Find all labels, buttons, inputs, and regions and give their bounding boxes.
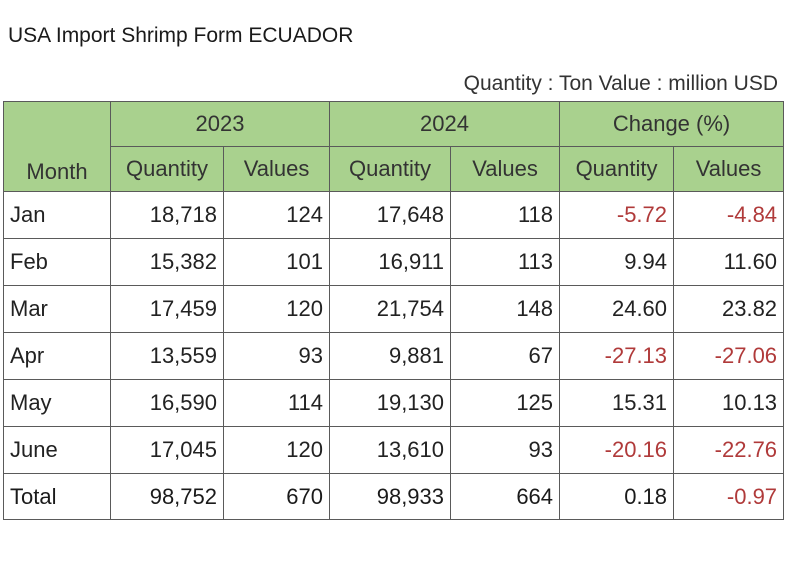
- cell-2023-quantity: 13,559: [110, 332, 224, 380]
- cell-2023-quantity: 18,718: [110, 191, 224, 239]
- sub-header-values: Values: [450, 146, 561, 192]
- total-2023-values: 670: [222, 473, 331, 520]
- total-label: Total: [3, 473, 111, 520]
- month-cell: Apr: [3, 332, 111, 380]
- cell-2023-values: 120: [222, 426, 331, 474]
- cell-2024-values: 118: [450, 191, 561, 239]
- sub-header-values: Values: [673, 146, 785, 192]
- sub-header-quantity: Quantity: [110, 146, 224, 192]
- cell-change-values: -4.84: [673, 191, 785, 239]
- cell-change-values: -22.76: [673, 426, 785, 474]
- year-header-2024: 2024: [329, 101, 561, 147]
- cell-2023-values: 101: [222, 238, 331, 286]
- cell-2023-values: 114: [222, 379, 331, 427]
- sub-header-values: Values: [222, 146, 331, 192]
- cell-2023-quantity: 17,045: [110, 426, 224, 474]
- cell-change-quantity: -27.13: [559, 332, 675, 380]
- cell-2024-quantity: 16,911: [329, 238, 452, 286]
- unit-note: Quantity : Ton Value : million USD: [463, 72, 778, 95]
- cell-2023-values: 93: [222, 332, 331, 380]
- table-row: Feb 15,382 101 16,911 113 9.94 11.60: [3, 238, 785, 286]
- cell-2024-values: 113: [450, 238, 561, 286]
- sub-header-quantity: Quantity: [559, 146, 675, 192]
- cell-2023-quantity: 15,382: [110, 238, 224, 286]
- cell-2024-quantity: 19,130: [329, 379, 452, 427]
- total-2024-quantity: 98,933: [329, 473, 452, 520]
- cell-change-values: 10.13: [673, 379, 785, 427]
- month-cell: Feb: [3, 238, 111, 286]
- total-row: Total 98,752 670 98,933 664 0.18 -0.97: [3, 473, 785, 520]
- total-change-values: -0.97: [673, 473, 785, 520]
- cell-change-quantity: 15.31: [559, 379, 675, 427]
- cell-change-quantity: -5.72: [559, 191, 675, 239]
- cell-2024-quantity: 21,754: [329, 285, 452, 333]
- month-cell: Jan: [3, 191, 111, 239]
- cell-2024-quantity: 9,881: [329, 332, 452, 380]
- cell-2024-values: 93: [450, 426, 561, 474]
- table-row: May 16,590 114 19,130 125 15.31 10.13: [3, 379, 785, 427]
- cell-change-quantity: 24.60: [559, 285, 675, 333]
- cell-2024-values: 125: [450, 379, 561, 427]
- cell-2023-quantity: 16,590: [110, 379, 224, 427]
- cell-change-values: -27.06: [673, 332, 785, 380]
- change-header: Change (%): [559, 101, 785, 147]
- total-2023-quantity: 98,752: [110, 473, 224, 520]
- cell-change-values: 23.82: [673, 285, 785, 333]
- cell-2023-values: 120: [222, 285, 331, 333]
- cell-2024-values: 148: [450, 285, 561, 333]
- cell-change-quantity: 9.94: [559, 238, 675, 286]
- year-header-2023: 2023: [109, 101, 331, 147]
- table-row: June 17,045 120 13,610 93 -20.16 -22.76: [3, 426, 785, 474]
- table-row: Apr 13,559 93 9,881 67 -27.13 -27.06: [3, 332, 785, 380]
- cell-change-values: 11.60: [673, 238, 785, 286]
- cell-2024-quantity: 13,610: [329, 426, 452, 474]
- table-row: Jan 18,718 124 17,648 118 -5.72 -4.84: [3, 191, 785, 239]
- cell-2023-values: 124: [222, 191, 331, 239]
- month-header: Month: [3, 101, 111, 192]
- month-cell: June: [3, 426, 111, 474]
- shrimp-import-table: Month 2023 2024 Change (%) Quantity Valu…: [3, 101, 785, 520]
- cell-change-quantity: -20.16: [559, 426, 675, 474]
- total-change-quantity: 0.18: [559, 473, 675, 520]
- cell-2024-quantity: 17,648: [329, 191, 452, 239]
- month-cell: May: [3, 379, 111, 427]
- table-row: Mar 17,459 120 21,754 148 24.60 23.82: [3, 285, 785, 333]
- total-2024-values: 664: [450, 473, 561, 520]
- month-cell: Mar: [3, 285, 111, 333]
- cell-2024-values: 67: [450, 332, 561, 380]
- page-title: USA Import Shrimp Form ECUADOR: [8, 24, 354, 47]
- cell-2023-quantity: 17,459: [110, 285, 224, 333]
- sub-header-quantity: Quantity: [329, 146, 452, 192]
